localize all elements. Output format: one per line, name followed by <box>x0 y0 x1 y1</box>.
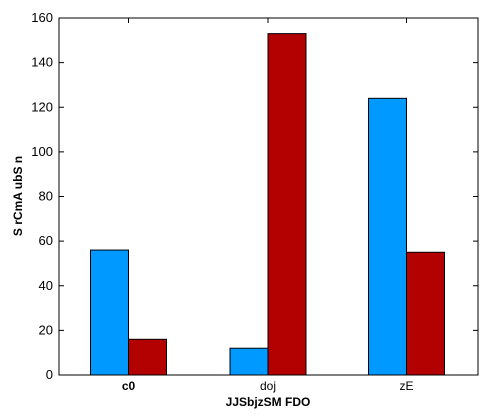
bar-series-2-c0 <box>128 338 167 376</box>
bar-series-2-zE <box>406 251 445 376</box>
y-tick-label: 100 <box>31 144 53 159</box>
y-tick-label: 0 <box>46 367 53 382</box>
bar-series-1-zE <box>368 97 407 376</box>
bars-group <box>90 33 445 376</box>
x-axis-label: JJSbjzSM FDO <box>226 395 311 409</box>
y-axis-ticks: 0 20 40 60 80 100 120 140 160 <box>31 10 478 382</box>
x-axis-ticks: c0 doj zE <box>122 18 414 393</box>
bar-series-1-c0 <box>90 249 129 376</box>
x-tick-label: doj <box>260 379 276 393</box>
bar-series-1-doj <box>229 347 269 376</box>
y-tick-label: 120 <box>31 99 53 114</box>
y-tick-label: 140 <box>31 55 53 70</box>
x-tick-label: c0 <box>122 379 136 393</box>
bar-series-2-doj <box>267 33 307 376</box>
x-tick-label: zE <box>399 379 413 393</box>
y-tick-label: 40 <box>39 278 53 293</box>
y-tick-label: 20 <box>39 322 53 337</box>
y-tick-label: 60 <box>39 233 53 248</box>
y-tick-label: 160 <box>31 10 53 25</box>
y-tick-label: 80 <box>39 189 53 204</box>
y-axis-label: S rCmA ubS n <box>11 156 25 236</box>
